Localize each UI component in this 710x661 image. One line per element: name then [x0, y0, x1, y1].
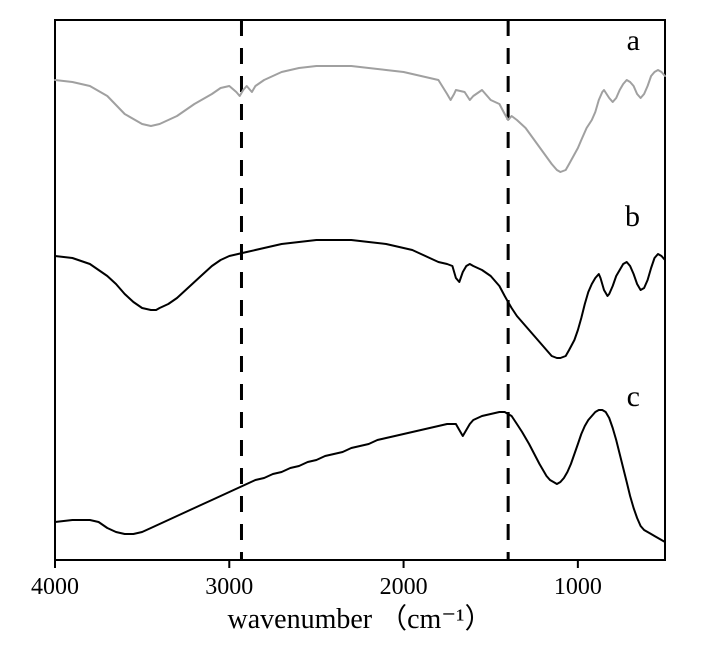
ftir-spectra-chart: a b c 4000 3000 2000 1000 wavenumber （cm⁻¹） — [0, 0, 710, 661]
x-axis-label: wavenumber （cm⁻¹） — [228, 603, 493, 635]
series-label-b: b — [625, 200, 640, 233]
series-label-c: c — [627, 380, 640, 413]
x-tick-label: 3000 — [205, 574, 253, 600]
x-tick-label: 4000 — [31, 574, 79, 600]
x-tick-label: 1000 — [554, 574, 602, 600]
chart-svg: a b c 4000 3000 2000 1000 wavenumber （cm⁻¹） — [0, 0, 710, 661]
series-label-a: a — [627, 24, 640, 57]
x-tick-label: 2000 — [380, 574, 428, 600]
